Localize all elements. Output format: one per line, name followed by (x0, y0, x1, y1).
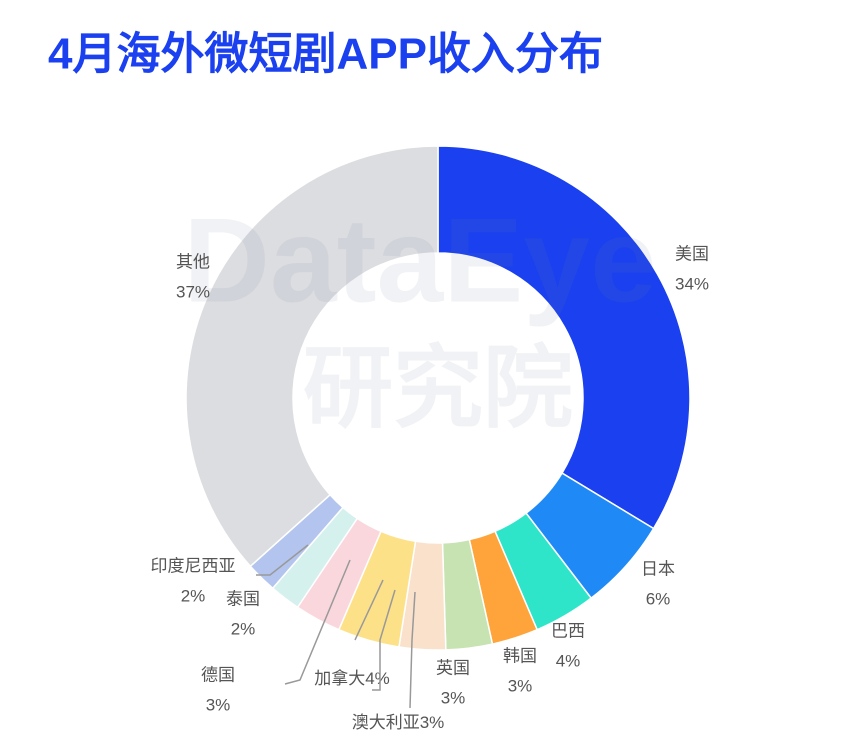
category-label: 巴西 (551, 621, 585, 640)
value-label: 3% (441, 688, 466, 707)
category-label: 韩国 (503, 646, 537, 665)
value-label: 2% (181, 586, 206, 605)
category-label: 印度尼西亚 (151, 556, 236, 575)
donut-slice (185, 145, 439, 568)
leader-line (372, 589, 396, 691)
slice-label: 加拿大4% (314, 668, 390, 688)
value-label: 4% (556, 651, 581, 670)
category-label: 美国 (675, 244, 709, 263)
donut-slice (437, 145, 691, 530)
category-label: 德国 (201, 665, 235, 684)
value-label: 34% (675, 274, 709, 293)
leader-line (409, 591, 416, 709)
watermark: DataEye (183, 194, 657, 328)
value-label: 3% (420, 713, 445, 732)
value-label: 2% (231, 619, 256, 638)
category-label: 澳大利亚 (352, 713, 420, 732)
value-label: 3% (206, 695, 231, 714)
chart-title: 4月海外微短剧APP收入分布 (48, 30, 603, 79)
category-label: 加拿大 (314, 668, 365, 688)
category-label: 其他 (176, 252, 210, 271)
slice-label: 澳大利亚3% (352, 713, 445, 732)
value-label: 3% (508, 676, 533, 695)
category-label: 泰国 (226, 589, 260, 608)
value-label: 37% (176, 282, 210, 301)
leader-line (284, 559, 351, 685)
watermark: 研究院 (303, 339, 573, 439)
value-label: 4% (365, 669, 390, 688)
category-label: 日本 (641, 559, 675, 578)
value-label: 6% (646, 589, 671, 608)
category-label: 英国 (436, 658, 470, 677)
leader-line (354, 579, 384, 641)
leader-line (256, 544, 309, 576)
